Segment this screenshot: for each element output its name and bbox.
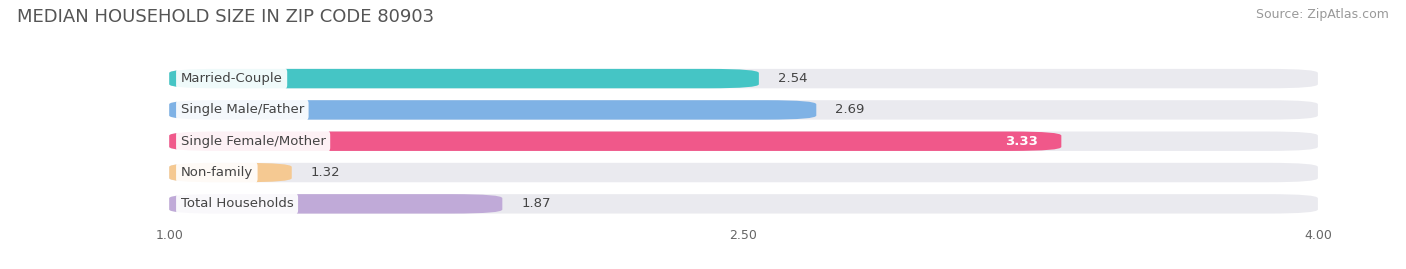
FancyBboxPatch shape <box>169 194 502 214</box>
Text: Married-Couple: Married-Couple <box>181 72 283 85</box>
Text: Non-family: Non-family <box>181 166 253 179</box>
FancyBboxPatch shape <box>169 69 1317 88</box>
Text: MEDIAN HOUSEHOLD SIZE IN ZIP CODE 80903: MEDIAN HOUSEHOLD SIZE IN ZIP CODE 80903 <box>17 8 434 26</box>
Text: Single Male/Father: Single Male/Father <box>181 103 304 116</box>
FancyBboxPatch shape <box>169 69 759 88</box>
Text: Total Households: Total Households <box>181 197 294 210</box>
Text: 1.32: 1.32 <box>311 166 340 179</box>
FancyBboxPatch shape <box>169 163 292 182</box>
Text: 2.69: 2.69 <box>835 103 865 116</box>
Text: Source: ZipAtlas.com: Source: ZipAtlas.com <box>1256 8 1389 21</box>
Text: 1.87: 1.87 <box>522 197 551 210</box>
FancyBboxPatch shape <box>169 132 1317 151</box>
FancyBboxPatch shape <box>169 163 1317 182</box>
Text: 3.33: 3.33 <box>1005 135 1039 148</box>
FancyBboxPatch shape <box>169 100 1317 120</box>
Text: 2.54: 2.54 <box>778 72 807 85</box>
Text: Single Female/Mother: Single Female/Mother <box>181 135 326 148</box>
FancyBboxPatch shape <box>169 132 1062 151</box>
FancyBboxPatch shape <box>169 100 817 120</box>
FancyBboxPatch shape <box>169 194 1317 214</box>
